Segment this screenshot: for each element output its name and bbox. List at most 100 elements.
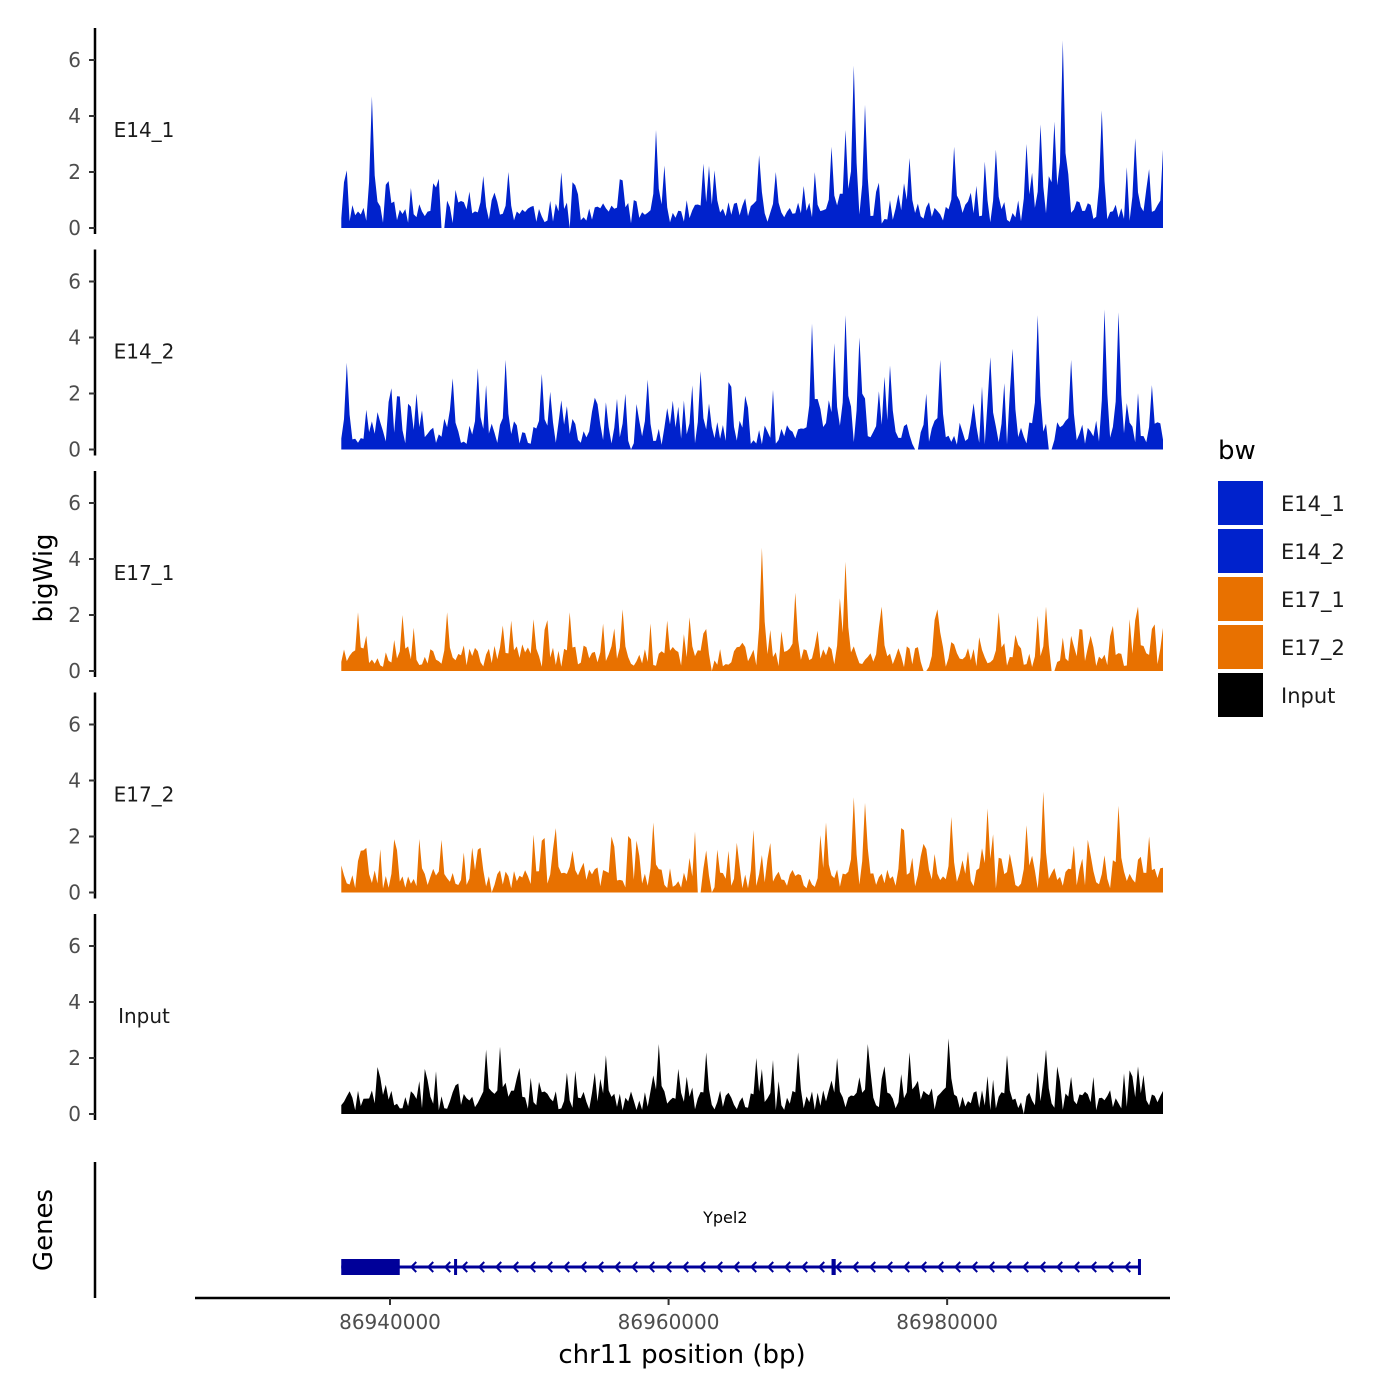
strand-chevron [987, 1261, 995, 1273]
strand-chevron [885, 1261, 893, 1273]
y-tick-label: 2 [68, 825, 81, 849]
signal-area-E17_2 [341, 791, 1163, 893]
strand-chevron [800, 1261, 808, 1273]
track-E17_2: 0 2 4 6 E17_2 [68, 692, 1163, 905]
strand-chevron [1004, 1261, 1012, 1273]
strand-chevron [562, 1261, 570, 1273]
strand-chevron [409, 1261, 417, 1273]
x-axis: chr11 position (bp) 86940000 86960000 8698… [195, 1296, 1170, 1370]
y-tick-label: 4 [68, 990, 81, 1014]
strand-chevron [1055, 1261, 1063, 1273]
legend-label: E17_1 [1281, 588, 1345, 613]
y-tick-label: 2 [68, 603, 81, 627]
gene-panel-title: Genes [29, 1189, 59, 1271]
signal-area-E14_2 [341, 309, 1163, 450]
legend-label: E17_2 [1281, 636, 1345, 661]
strand-chevron [528, 1261, 536, 1273]
strand-chevron [477, 1261, 485, 1273]
strand-chevron [1072, 1261, 1080, 1273]
strand-chevron [613, 1261, 621, 1273]
track-Input: 0 2 4 6 Input [68, 914, 1163, 1126]
strand-chevron [783, 1261, 791, 1273]
strand-chevron [1106, 1261, 1114, 1273]
legend-key-E14_2 [1218, 529, 1263, 573]
strand-chevron [630, 1261, 638, 1273]
strand-chevron [647, 1261, 655, 1273]
y-axis-title: bigWig [29, 533, 59, 622]
x-axis-title: chr11 position (bp) [558, 1340, 805, 1370]
signal-area-E14_1 [341, 40, 1163, 229]
track-label: E17_1 [114, 561, 175, 585]
y-tick-label: 0 [68, 1102, 81, 1126]
gene-exon [341, 1259, 400, 1275]
strand-chevron [834, 1261, 842, 1273]
gene-name-label: Ypel2 [702, 1208, 747, 1227]
y-tick-label: 4 [68, 104, 81, 128]
strand-chevron [443, 1261, 451, 1273]
signal-area-E17_1 [341, 547, 1163, 671]
gene-Ypel2: Ypel2 [341, 1208, 1141, 1275]
y-tick-label: 4 [68, 769, 81, 793]
y-tick-label: 0 [68, 659, 81, 683]
x-tick-label: 86980000 [896, 1310, 998, 1334]
strand-chevron [902, 1261, 910, 1273]
legend-key-E17_2 [1218, 625, 1263, 669]
strand-chevron [953, 1261, 961, 1273]
legend-label: E14_1 [1281, 492, 1345, 517]
strand-chevron [494, 1261, 502, 1273]
legend-label: E14_2 [1281, 540, 1345, 565]
gene-exon [454, 1259, 458, 1275]
y-tick-label: 6 [68, 270, 81, 294]
legend-key-E17_1 [1218, 577, 1263, 621]
track-label: E17_2 [114, 783, 175, 807]
strand-chevron [868, 1261, 876, 1273]
gene-panel: Genes Ypel2 [29, 1162, 1141, 1298]
track-E14_2: 0 2 4 6 E14_2 [68, 249, 1163, 462]
track-E17_1: 0 2 4 6 E17_1 [68, 471, 1163, 683]
legend-key-E14_1 [1218, 481, 1263, 525]
legend-label: Input [1281, 684, 1335, 708]
track-label: E14_2 [114, 340, 175, 364]
legend: bw E14_1 E14_2 E17_1 E17_2 Input [1218, 436, 1345, 717]
strand-chevron [596, 1261, 604, 1273]
legend-title: bw [1218, 436, 1256, 466]
strand-chevron [715, 1261, 723, 1273]
strand-chevron [732, 1261, 740, 1273]
track-label: E14_1 [114, 118, 175, 142]
strand-chevron [426, 1261, 434, 1273]
strand-chevron [851, 1261, 859, 1273]
track-label: Input [118, 1004, 170, 1028]
y-tick-label: 4 [68, 547, 81, 571]
strand-chevron [1038, 1261, 1046, 1273]
track-E14_1: 0 2 4 6 E14_1 [68, 28, 1163, 240]
x-tick-label: 86960000 [618, 1310, 720, 1334]
gene-exon [831, 1259, 836, 1275]
y-tick-label: 0 [68, 438, 81, 462]
signal-area-Input [341, 1038, 1163, 1114]
y-tick-label: 2 [68, 160, 81, 184]
y-tick-label: 0 [68, 881, 81, 905]
y-tick-label: 6 [68, 713, 81, 737]
strand-chevron [970, 1261, 978, 1273]
strand-chevron [766, 1261, 774, 1273]
strand-chevron [579, 1261, 587, 1273]
x-tick-label: 86940000 [339, 1310, 441, 1334]
y-tick-label: 6 [68, 934, 81, 958]
strand-chevron [749, 1261, 757, 1273]
signal-tracks: 0 2 4 6 E14_1 0 2 4 6 E14_2 0 2 4 6 E17_1 0 2 4 6 E17_2 0 2 4 6… [68, 28, 1163, 1126]
strand-chevron [936, 1261, 944, 1273]
y-tick-label: 6 [68, 491, 81, 515]
y-tick-label: 0 [68, 216, 81, 240]
strand-chevron [698, 1261, 706, 1273]
y-tick-label: 6 [68, 48, 81, 72]
strand-chevron [1089, 1261, 1097, 1273]
strand-chevron [664, 1261, 672, 1273]
strand-chevron [681, 1261, 689, 1273]
y-tick-label: 2 [68, 1046, 81, 1070]
y-tick-label: 4 [68, 326, 81, 350]
legend-key-Input [1218, 673, 1263, 717]
y-tick-label: 2 [68, 382, 81, 406]
gene-exon [1137, 1259, 1141, 1275]
strand-chevron [817, 1261, 825, 1273]
